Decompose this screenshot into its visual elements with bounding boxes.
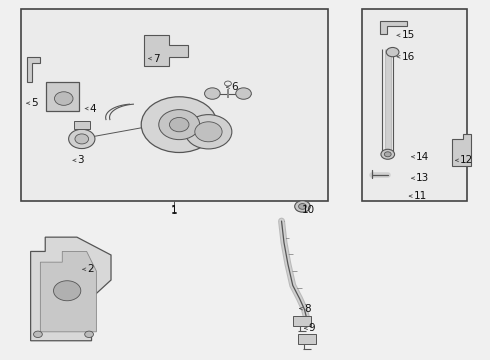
Circle shape [54, 92, 73, 105]
Text: 14: 14 [416, 152, 429, 162]
Circle shape [85, 331, 94, 338]
Text: 1: 1 [171, 205, 178, 215]
Text: 10: 10 [301, 205, 315, 215]
Text: 11: 11 [414, 191, 427, 201]
Circle shape [384, 152, 391, 157]
Polygon shape [452, 134, 470, 166]
Text: 16: 16 [401, 52, 415, 62]
Bar [362, 9, 466, 202]
Circle shape [159, 110, 200, 140]
Circle shape [204, 88, 220, 99]
Circle shape [298, 203, 306, 209]
Text: 9: 9 [309, 323, 316, 333]
Circle shape [170, 117, 189, 132]
Circle shape [33, 331, 42, 338]
Polygon shape [30, 237, 111, 341]
Text: 8: 8 [304, 303, 311, 314]
Bar [21, 9, 328, 202]
Circle shape [53, 281, 81, 301]
Polygon shape [40, 251, 97, 332]
Text: 13: 13 [416, 173, 429, 183]
Text: 15: 15 [401, 30, 415, 40]
Circle shape [69, 129, 95, 149]
Circle shape [236, 88, 251, 99]
Text: 1: 1 [171, 206, 178, 216]
Text: 2: 2 [87, 264, 94, 274]
Polygon shape [144, 35, 188, 66]
Circle shape [381, 149, 394, 159]
Bar [74, 121, 90, 129]
Text: 5: 5 [31, 98, 38, 108]
Polygon shape [380, 21, 407, 33]
Bar [46, 82, 79, 111]
Circle shape [185, 114, 232, 149]
Circle shape [294, 201, 310, 212]
Text: 3: 3 [77, 156, 84, 165]
Circle shape [75, 134, 89, 144]
Circle shape [141, 97, 217, 153]
Text: 6: 6 [231, 82, 238, 92]
Text: 12: 12 [460, 156, 473, 165]
Circle shape [195, 122, 222, 142]
Circle shape [386, 48, 399, 57]
Bar [293, 316, 311, 326]
Polygon shape [27, 57, 40, 82]
Bar [297, 334, 316, 343]
Text: 4: 4 [90, 104, 96, 113]
Text: 7: 7 [153, 54, 160, 64]
